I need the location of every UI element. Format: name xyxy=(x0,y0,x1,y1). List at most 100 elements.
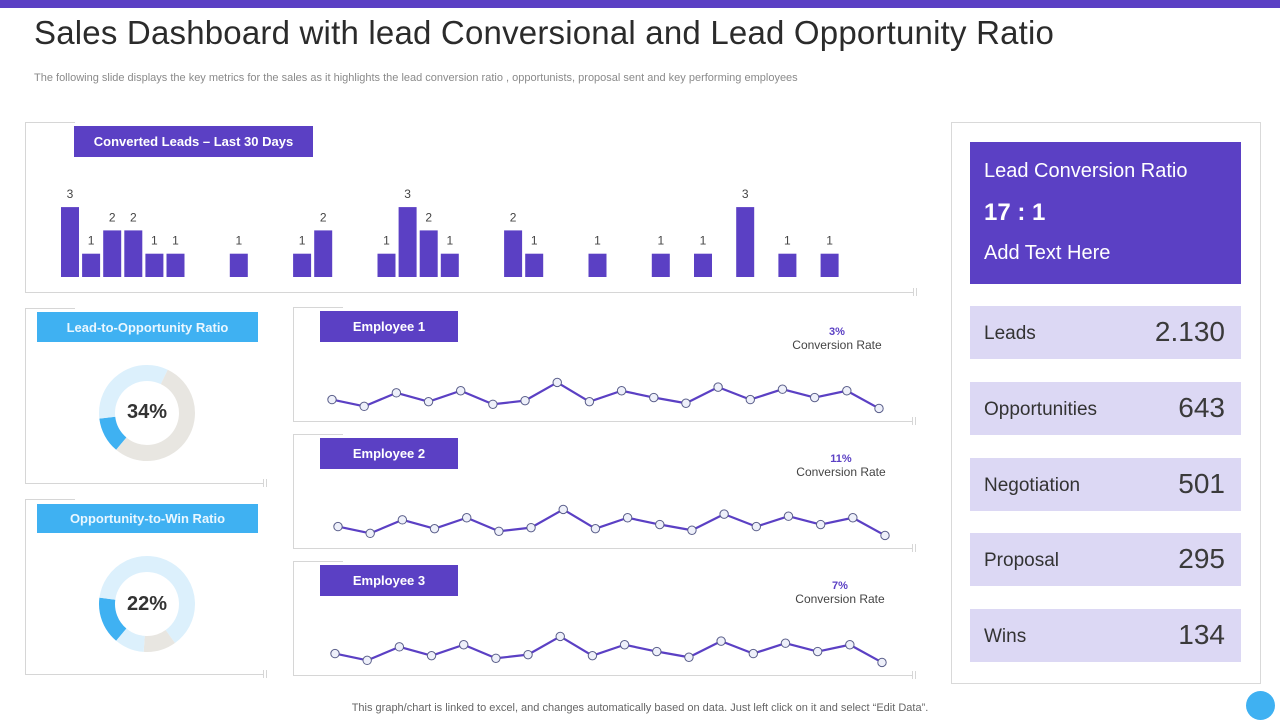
stat-value: 643 xyxy=(1178,392,1225,423)
data-point-16[interactable] xyxy=(812,646,823,657)
data-point-16[interactable] xyxy=(815,519,826,530)
panel-corner-line xyxy=(25,122,75,123)
data-point-10[interactable] xyxy=(619,640,630,650)
data-point-18[interactable] xyxy=(877,657,887,668)
donut-slice-2[interactable] xyxy=(99,365,168,419)
employee-1-panel[interactable] xyxy=(293,307,916,425)
opportunity-to-win-donut[interactable] xyxy=(92,549,202,659)
data-point-8[interactable] xyxy=(558,504,568,515)
data-point-18[interactable] xyxy=(874,403,884,414)
data-point-2[interactable] xyxy=(359,401,369,412)
data-point-12[interactable] xyxy=(684,652,694,662)
data-point-6[interactable] xyxy=(494,526,504,536)
employee-2-line-chart[interactable] xyxy=(299,477,919,557)
data-point-5[interactable] xyxy=(462,513,472,523)
data-point-4[interactable] xyxy=(429,523,440,534)
data-point-13[interactable] xyxy=(713,382,723,392)
page-title: Sales Dashboard with lead Conversional a… xyxy=(34,14,1055,51)
data-point-6[interactable] xyxy=(488,399,498,409)
data-point-17[interactable] xyxy=(845,640,855,650)
data-point-3[interactable] xyxy=(394,642,405,652)
data-point-3[interactable] xyxy=(397,515,408,525)
data-point-4[interactable] xyxy=(426,650,437,661)
footer-note: This graph/chart is linked to excel, and… xyxy=(351,702,929,714)
donut-slice-1[interactable] xyxy=(99,597,127,641)
employee-1-rate: 3% xyxy=(829,326,845,338)
data-point-17[interactable] xyxy=(842,386,852,396)
data-point-5[interactable] xyxy=(459,640,469,650)
series-line[interactable] xyxy=(337,508,886,537)
stat-leads[interactable]: Leads 2.130 xyxy=(970,306,1241,359)
panel-axis-tick xyxy=(263,670,267,678)
data-point-11[interactable] xyxy=(649,392,659,403)
data-point-4[interactable] xyxy=(423,396,434,407)
data-point-2[interactable] xyxy=(365,528,375,539)
data-point-16[interactable] xyxy=(809,392,820,403)
data-point-1[interactable] xyxy=(330,648,340,659)
panel-axis-tick xyxy=(913,288,917,296)
donut-slice-3[interactable] xyxy=(116,369,195,461)
data-point-14[interactable] xyxy=(745,394,755,405)
stat-negotiation[interactable]: Negotiation 501 xyxy=(970,458,1241,511)
donut-slice-4[interactable] xyxy=(116,628,146,652)
data-point-10[interactable] xyxy=(622,513,633,523)
stat-value: 501 xyxy=(1178,468,1225,499)
data-point-17[interactable] xyxy=(848,513,858,523)
data-point-1[interactable] xyxy=(327,394,337,405)
panel-axis-tick xyxy=(912,417,916,425)
data-point-3[interactable] xyxy=(391,388,402,398)
employee-2-panel[interactable] xyxy=(293,434,916,552)
data-point-18[interactable] xyxy=(880,530,890,541)
employee-3-line-chart[interactable] xyxy=(296,604,916,684)
data-point-1[interactable] xyxy=(333,521,343,532)
data-point-8[interactable] xyxy=(552,377,562,388)
converted-leads-panel[interactable] xyxy=(25,122,917,296)
employee-3-title: Employee 3 xyxy=(320,565,458,596)
panel-corner-line xyxy=(293,561,343,562)
employee-1-line-chart[interactable] xyxy=(293,350,913,430)
lead-conversion-ratio-card[interactable]: Lead Conversion Ratio 17 : 1 Add Text He… xyxy=(970,142,1241,284)
data-point-6[interactable] xyxy=(491,653,501,663)
data-point-9[interactable] xyxy=(584,396,595,407)
data-point-14[interactable] xyxy=(751,521,761,532)
stat-wins[interactable]: Wins 134 xyxy=(970,609,1241,662)
data-point-11[interactable] xyxy=(655,519,665,530)
data-point-12[interactable] xyxy=(681,398,691,408)
data-point-13[interactable] xyxy=(719,509,729,519)
employee-2-rate: 11% xyxy=(830,453,852,465)
data-point-5[interactable] xyxy=(456,386,466,396)
data-point-13[interactable] xyxy=(716,636,726,646)
converted-leads-title: Converted Leads – Last 30 Days xyxy=(74,126,313,157)
data-point-7[interactable] xyxy=(526,522,536,533)
data-point-15[interactable] xyxy=(783,511,794,521)
data-point-9[interactable] xyxy=(590,523,601,534)
data-point-7[interactable] xyxy=(520,395,530,406)
stat-proposal[interactable]: Proposal 295 xyxy=(970,533,1241,586)
donut-slice-3[interactable] xyxy=(143,629,175,652)
data-point-9[interactable] xyxy=(587,650,598,661)
opportunity-to-win-panel[interactable] xyxy=(25,499,267,678)
data-point-8[interactable] xyxy=(555,631,565,642)
panel-corner-line xyxy=(293,307,343,308)
data-point-11[interactable] xyxy=(652,646,662,657)
lead-to-opportunity-panel[interactable] xyxy=(25,308,267,487)
lead-to-opportunity-donut[interactable] xyxy=(92,358,202,468)
opportunity-to-win-value: 22% xyxy=(126,593,168,615)
data-point-2[interactable] xyxy=(362,655,372,666)
data-point-10[interactable] xyxy=(616,386,627,396)
lead-to-opportunity-title: Lead-to-Opportunity Ratio xyxy=(37,312,258,342)
data-point-12[interactable] xyxy=(687,525,697,535)
data-point-14[interactable] xyxy=(748,648,758,659)
donut-slice-1[interactable] xyxy=(99,416,127,450)
lead-conversion-ratio-value: 17 : 1 xyxy=(984,199,1046,226)
series-line[interactable] xyxy=(331,381,880,410)
employee-2-title: Employee 2 xyxy=(320,438,458,469)
employee-3-panel[interactable] xyxy=(293,561,916,679)
data-point-15[interactable] xyxy=(777,384,788,394)
data-point-7[interactable] xyxy=(523,649,533,660)
series-line[interactable] xyxy=(334,635,883,664)
stat-opportunities[interactable]: Opportunities 643 xyxy=(970,382,1241,435)
data-point-15[interactable] xyxy=(780,638,791,648)
donut-slice-2[interactable] xyxy=(99,556,195,644)
lead-conversion-ratio-note[interactable]: Add Text Here xyxy=(984,242,1111,264)
